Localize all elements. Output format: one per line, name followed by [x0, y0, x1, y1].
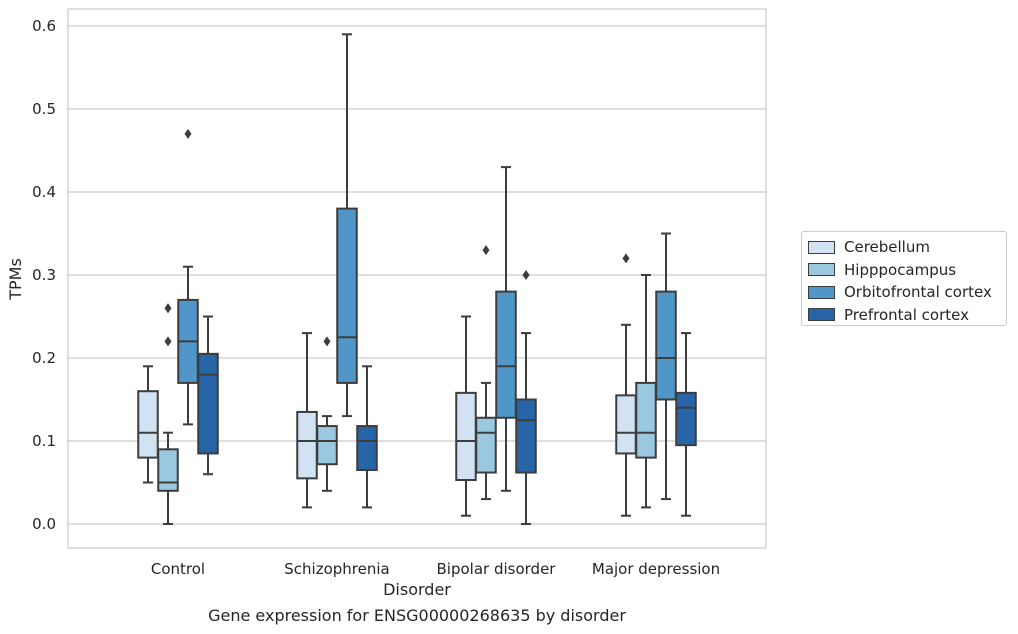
legend-swatch-hippocampus [808, 263, 835, 277]
box-group [675, 332, 697, 517]
box [675, 391, 697, 447]
y-tick-label: 0.4 [32, 183, 56, 201]
y-tick-label: 0.2 [32, 349, 56, 367]
legend-label-cerebellum: Cerebellum [844, 238, 930, 257]
legend-item-prefrontal-cortex: Prefrontal cortex [808, 304, 1006, 327]
outlier-point [482, 245, 490, 256]
box [615, 394, 637, 455]
box [455, 391, 477, 482]
box-group [356, 365, 378, 509]
box-group [515, 270, 537, 525]
box-group [157, 303, 179, 525]
box-group [615, 253, 637, 517]
legend-item-orbitofrontal-cortex: Orbitofrontal cortex [808, 281, 1006, 304]
box [336, 207, 358, 384]
box-group [655, 232, 677, 501]
x-tick-label: Bipolar disorder [437, 560, 557, 578]
box [137, 390, 159, 459]
legend-label-prefrontal-cortex: Prefrontal cortex [844, 305, 969, 324]
box [515, 398, 537, 474]
box [316, 425, 338, 466]
box [635, 381, 657, 459]
box-group [137, 365, 159, 484]
legend-label-orbitofrontal-cortex: Orbitofrontal cortex [844, 283, 992, 302]
legend-item-hippocampus: Hipppocampus [808, 259, 1006, 282]
legend-swatch-cerebellum [808, 240, 835, 254]
x-tick-label: Schizophrenia [284, 560, 389, 578]
x-tick-labels: Control Schizophrenia Bipolar disorder Majo… [151, 560, 720, 578]
y-tick-label: 0.1 [32, 432, 56, 450]
box [475, 416, 497, 474]
legend-swatch-orbitofrontal-cortex [808, 285, 835, 299]
box-group [495, 166, 517, 492]
box [495, 290, 517, 419]
box [157, 448, 179, 492]
legend-label-hippocampus: Hipppocampus [844, 260, 957, 279]
box-group [635, 274, 657, 509]
legend: Cerebellum Hipppocampus Orbitofrontal co… [801, 231, 1007, 326]
x-tick-label: Control [151, 560, 205, 578]
box-group [316, 336, 338, 492]
x-axis-label: Disorder [383, 580, 451, 599]
y-tick-label: 0.0 [32, 515, 56, 533]
box [655, 290, 677, 401]
box-series [137, 33, 697, 525]
legend-swatch-prefrontal-cortex [808, 308, 835, 322]
outlier-point [164, 336, 172, 347]
outlier-point [522, 270, 530, 280]
box-group [475, 245, 497, 501]
outlier-point [323, 336, 331, 347]
box-group [177, 128, 199, 426]
y-tick-label: 0.3 [32, 266, 56, 284]
x-tick-label: Major depression [592, 560, 720, 578]
outlier-point [622, 253, 630, 264]
legend-item-cerebellum: Cerebellum [808, 236, 1006, 259]
y-tick-label: 0.6 [32, 17, 56, 35]
box [197, 352, 219, 455]
box [356, 425, 378, 472]
box-group [336, 33, 358, 418]
outlier-point [164, 303, 172, 314]
y-tick-label: 0.5 [32, 100, 56, 118]
outlier-point [184, 128, 192, 139]
y-tick-labels: 0.0 0.1 0.2 0.3 0.4 0.5 0.6 [32, 17, 56, 533]
figure-caption: Gene expression for ENSG00000268635 by d… [208, 606, 626, 625]
y-axis-label: TPMs [6, 258, 25, 301]
box-group [197, 315, 219, 476]
box [296, 410, 318, 480]
